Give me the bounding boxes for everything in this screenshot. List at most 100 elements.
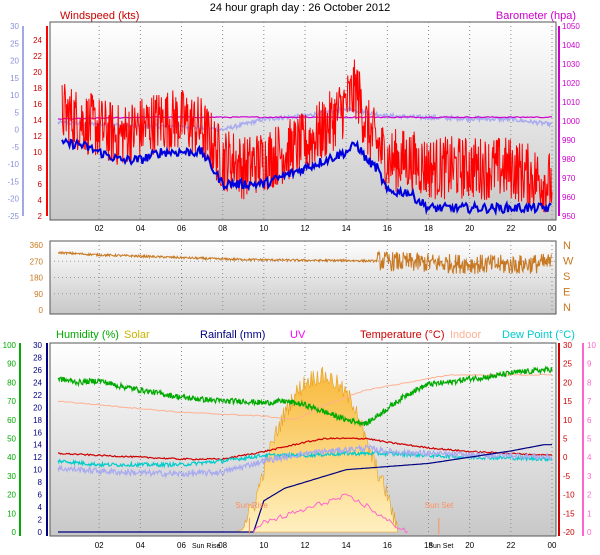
wind-left-tick-label: 20: [33, 68, 42, 77]
baro-tick-label: 980: [562, 155, 576, 164]
rain-tick-label: 20: [33, 403, 42, 412]
compass-label: E: [563, 287, 570, 299]
wind-left-tick-label: 12: [33, 132, 42, 141]
wind-series: [57, 59, 553, 217]
baro-tick-label: 960: [562, 193, 576, 202]
solar-area: [236, 366, 398, 533]
wind-left-label: Windspeed (kts): [60, 10, 139, 22]
rain-tick-label: 16: [33, 428, 42, 437]
page-title: 24 hour graph day : 26 October 2012: [210, 2, 390, 14]
rain-tick-label: 8: [38, 478, 43, 487]
direction-line: [57, 250, 552, 275]
wind-x-tick-label: 00: [548, 224, 557, 233]
uv-tick-label: 8: [587, 378, 592, 387]
wind-left-tick-label: 6: [38, 180, 43, 189]
humidity-x-tick-label: 04: [136, 541, 145, 550]
wind-left-tick-label: 2: [38, 212, 43, 221]
far-left-tick-label: 25: [10, 39, 19, 48]
sun-bottom-label: Sun Set: [428, 543, 453, 550]
compass-label: W: [563, 256, 574, 268]
humidity-x-tick-label: 08: [218, 541, 227, 550]
far-left-tick-label: 15: [10, 74, 19, 83]
humidity-header-label: UV: [290, 329, 306, 341]
wind-x-tick-label: 20: [465, 224, 474, 233]
wind-x-ticks: 02 04 06 08 10 12 14 16 18 20 22 00: [95, 224, 557, 233]
temp-tick-label: 30: [563, 341, 572, 350]
rain-tick-label: 22: [33, 391, 42, 400]
far-left-tick-label: -10: [7, 160, 19, 169]
rain-tick-label: 10: [33, 466, 42, 475]
baro-tick-label: 1040: [562, 41, 580, 50]
humidity-tick-label: 40: [7, 453, 16, 462]
baro-tick-label: 1020: [562, 79, 580, 88]
far-left-tick-label: -15: [7, 177, 19, 186]
wind-x-tick-label: 16: [383, 224, 392, 233]
rain-tick-label: 0: [38, 528, 43, 537]
temp-tick-label: -5: [563, 472, 571, 481]
direction-grid: [50, 241, 556, 314]
baro-tick-label: 950: [562, 212, 576, 221]
humidity-panel: Humidity (%) Solar Rainfall (mm) UV Temperat…: [3, 329, 597, 550]
wind-x-tick-label: 22: [506, 224, 515, 233]
temp-tick-label: -20: [563, 528, 575, 537]
humidity-x-tick-label: 10: [259, 541, 268, 550]
average-wind-line: [61, 137, 552, 217]
wind-right-label: Barometer (hpa): [496, 10, 576, 22]
humidity-tick-label: 60: [7, 416, 16, 425]
humidity-header-label: Rainfall (mm): [200, 329, 265, 341]
uv-tick-label: 0: [587, 528, 592, 537]
solar-area-fill: [236, 366, 398, 533]
humidity-x-tick-label: 20: [465, 541, 474, 550]
humidity-x-ticks: 02 04 06 08 10 12 14 16 18 20 22 00 Sun Rise Sun Set: [95, 541, 557, 550]
far-left-tick-label: -25: [7, 212, 19, 221]
wind-x-tick-label: 18: [424, 224, 433, 233]
indoor-line: [57, 373, 553, 420]
rain-tick-label: 30: [33, 341, 42, 350]
sun-annotation-label: Sun Set: [425, 501, 454, 510]
humidity-headers: Humidity (%) Solar Rainfall (mm) UV Temperat…: [56, 329, 575, 341]
far-left-tick-label: 30: [10, 22, 19, 31]
humidity-tick-label: 30: [7, 472, 16, 481]
humidity-header-label: Temperature (°C): [360, 329, 444, 341]
direction-ticks: 0 90 180 270 360: [30, 241, 44, 315]
baro-tick-label: 990: [562, 136, 576, 145]
direction-tick-label: 0: [39, 306, 44, 315]
humidity-header-label: Indoor: [450, 329, 482, 341]
temp-tick-label: -15: [563, 509, 575, 518]
direction-tick-label: 180: [30, 274, 44, 283]
humidity-ticks: 0102030405060708090100024681012141618202…: [3, 341, 597, 537]
temp-tick-label: -10: [563, 491, 575, 500]
far-left-tick-label: -5: [12, 143, 20, 152]
baro-tick-label: 1010: [562, 98, 580, 107]
wind-left-tick-label: 10: [33, 148, 42, 157]
baro-tick-label: 970: [562, 174, 576, 183]
rain-tick-label: 6: [38, 491, 43, 500]
baro-tick-label: 1000: [562, 117, 580, 126]
temperature-line: [58, 437, 553, 461]
wind-x-tick-label: 02: [95, 224, 104, 233]
wind-x-tick-label: 14: [342, 224, 351, 233]
humidity-tick-label: 70: [7, 397, 16, 406]
temp-tick-label: 25: [563, 360, 572, 369]
sun-annotations: Sun Rise Sun Set: [235, 501, 454, 534]
uv-tick-label: 9: [587, 360, 592, 369]
baro-tick-label: 1050: [562, 22, 580, 31]
compass-label: S: [563, 271, 570, 283]
humidity-x-tick-label: 02: [95, 541, 104, 550]
wind-left-tick-label: 4: [38, 196, 43, 205]
wind-x-tick-label: 04: [136, 224, 145, 233]
humidity-x-tick-label: 06: [177, 541, 186, 550]
rain-tick-label: 28: [33, 353, 42, 362]
humidity-series: [57, 365, 553, 534]
humidity-tick-label: 80: [7, 378, 16, 387]
uv-line: [253, 493, 409, 534]
far-left-tick-label: -20: [7, 195, 19, 204]
humidity-tick-label: 10: [7, 509, 16, 518]
uv-tick-label: 4: [587, 453, 592, 462]
temp-tick-label: 20: [563, 378, 572, 387]
wind-x-tick-label: 10: [259, 224, 268, 233]
wind-left-tick-label: 14: [33, 116, 42, 125]
